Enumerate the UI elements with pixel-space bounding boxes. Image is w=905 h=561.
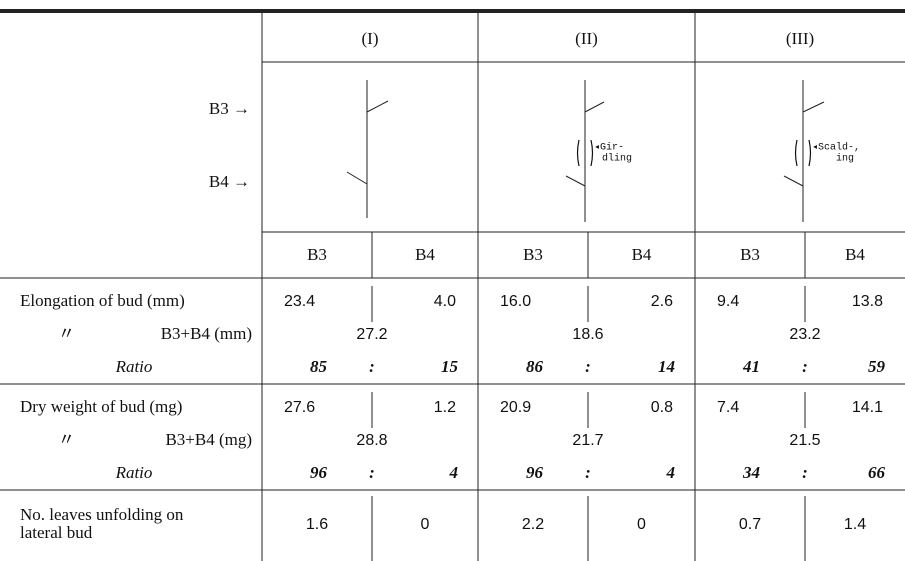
- ditto: 〃: [58, 324, 75, 343]
- ratio-value: 85: [310, 357, 328, 376]
- ratio-colon: :: [585, 357, 591, 376]
- cell-value: 4.0: [434, 293, 456, 310]
- sum-value: 23.2: [789, 326, 820, 343]
- cell-value: 0.8: [651, 399, 673, 416]
- girdle-bracket: [576, 139, 594, 167]
- cell-value: 27.6: [284, 399, 315, 416]
- cell-value: 1.2: [434, 399, 456, 416]
- bud: [802, 101, 825, 113]
- cell-value: 23.4: [284, 293, 315, 310]
- ratio-value: 96: [310, 463, 328, 482]
- treatment-label: dling: [602, 153, 632, 165]
- bud-label: B4 →: [209, 172, 250, 191]
- ratio-value: 96: [526, 463, 544, 482]
- ratio-value: 66: [868, 463, 886, 482]
- cell-value: 9.4: [717, 293, 739, 310]
- ratio-colon: :: [369, 357, 375, 376]
- bud: [346, 171, 368, 185]
- ratio-value: 14: [658, 357, 675, 376]
- bud: [584, 101, 605, 113]
- group-header: (III): [786, 29, 814, 48]
- row-label: Ratio: [115, 463, 153, 482]
- row-label: lateral bud: [20, 523, 93, 542]
- top-rule: [0, 9, 905, 13]
- cell-value: 1.4: [844, 516, 866, 533]
- bud: [565, 175, 586, 187]
- group-header: (I): [362, 29, 379, 48]
- treatment-label: ◂Gir-: [594, 142, 624, 154]
- stem-diagrams: [346, 80, 825, 222]
- ratio-colon: :: [802, 463, 808, 482]
- ditto: 〃: [58, 430, 75, 449]
- sub-header: B3: [740, 245, 760, 264]
- cell-value: 2.2: [522, 516, 544, 533]
- cell-value: 16.0: [500, 293, 531, 310]
- group-header: (II): [575, 29, 598, 48]
- ratio-value: 15: [441, 357, 459, 376]
- sum-value: 18.6: [572, 326, 603, 343]
- scald-bracket: [794, 139, 812, 167]
- cell-value: 20.9: [500, 399, 531, 416]
- sub-header: B4: [632, 245, 652, 264]
- row-label: No. leaves unfolding on: [20, 505, 184, 524]
- row-label: B3+B4 (mg): [165, 430, 252, 449]
- ratio-value: 86: [526, 357, 544, 376]
- ratio-value: 4: [666, 463, 676, 482]
- row-label: B3+B4 (mm): [161, 324, 252, 343]
- sum-value: 21.7: [572, 432, 603, 449]
- ratio-value: 4: [449, 463, 459, 482]
- cell-value: 1.6: [306, 516, 328, 533]
- cell-value: 0: [637, 516, 646, 533]
- bud-label: B3 →: [209, 99, 250, 118]
- cell-value: 13.8: [852, 293, 883, 310]
- ratio-colon: :: [802, 357, 808, 376]
- ratio-value: 34: [742, 463, 760, 482]
- rules: [0, 9, 905, 561]
- sub-header: B3: [307, 245, 327, 264]
- cell-value: 14.1: [852, 399, 883, 416]
- sum-value: 27.2: [356, 326, 387, 343]
- sub-header: B3: [523, 245, 543, 264]
- treatment-label: ing: [836, 153, 854, 165]
- ratio-value: 41: [742, 357, 760, 376]
- treatment-label: ◂Scald-,: [812, 142, 860, 154]
- row-label: Ratio: [115, 357, 153, 376]
- cell-value: 0: [421, 516, 430, 533]
- row-label: Elongation of bud (mm): [20, 291, 185, 310]
- cell-value: 7.4: [717, 399, 739, 416]
- sub-header: B4: [415, 245, 435, 264]
- cell-value: 2.6: [651, 293, 673, 310]
- bud: [783, 175, 804, 187]
- sum-value: 28.8: [356, 432, 387, 449]
- ratio-colon: :: [585, 463, 591, 482]
- row-label: Dry weight of bud (mg): [20, 397, 182, 416]
- sub-header: B4: [845, 245, 865, 264]
- sum-value: 21.5: [789, 432, 820, 449]
- ratio-value: 59: [868, 357, 886, 376]
- bud: [366, 100, 389, 113]
- ratio-colon: :: [369, 463, 375, 482]
- cell-value: 0.7: [739, 516, 761, 533]
